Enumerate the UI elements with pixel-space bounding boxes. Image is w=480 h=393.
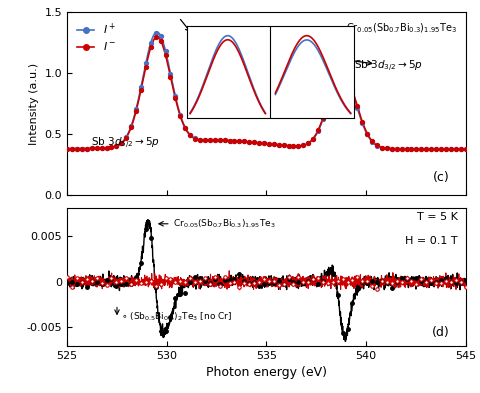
X-axis label: Photon energy (eV): Photon energy (eV) <box>206 366 327 379</box>
Text: Cr$_{0.05}$(Sb$_{0.7}$Bi$_{0.3}$)$_{1.95}$Te$_3$: Cr$_{0.05}$(Sb$_{0.7}$Bi$_{0.3}$)$_{1.95… <box>173 218 276 230</box>
Legend: $I^+$, $I^-$: $I^+$, $I^-$ <box>73 17 120 57</box>
Text: Sb $3d_{5/2}\rightarrow5p$: Sb $3d_{5/2}\rightarrow5p$ <box>91 136 160 151</box>
Text: T = 5 K: T = 5 K <box>417 212 457 222</box>
Text: $\circ$ (Sb$_{0.5}$Bi$_{0.5}$)$_2$Te$_3$ [no Cr]: $\circ$ (Sb$_{0.5}$Bi$_{0.5}$)$_2$Te$_3$… <box>121 310 232 323</box>
Text: H = 0.1 T: H = 0.1 T <box>405 236 457 246</box>
Y-axis label: Intensity (a.u.): Intensity (a.u.) <box>29 62 39 145</box>
Text: (c): (c) <box>433 171 450 184</box>
Text: Sb $3d_{3/2}\rightarrow5p$: Sb $3d_{3/2}\rightarrow5p$ <box>354 59 423 74</box>
Text: Cr$_{0.05}$(Sb$_{0.7}$Bi$_{0.3}$)$_{1.95}$Te$_3$: Cr$_{0.05}$(Sb$_{0.7}$Bi$_{0.3}$)$_{1.95… <box>347 21 457 35</box>
Text: (d): (d) <box>432 326 450 339</box>
